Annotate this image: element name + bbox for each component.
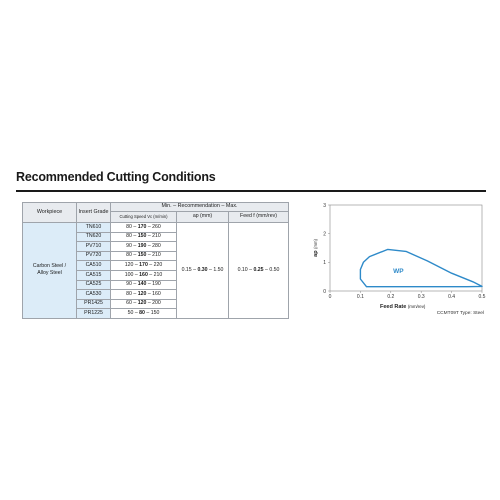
table-subheader-row: Cutting Speed Vc (m/min) ap (mm) Feed f … <box>23 211 289 223</box>
workpiece-line-1: Carbon Steel / <box>32 262 67 269</box>
table-row: CA510 120 – 170 – 220 <box>23 260 289 271</box>
table-row: PR1225 50 – 80 – 150 <box>23 308 289 319</box>
insert-grade-cell: PR1425 <box>76 298 111 310</box>
y-tick-label: 1 <box>323 260 326 266</box>
cutting-speed-cell: 90 – 190 – 280 <box>110 241 177 252</box>
ap-range-cell: 0.15 – 0.30 – 1.50 <box>176 222 229 319</box>
x-tick-label: 0.5 <box>479 294 486 300</box>
cutting-speed-cell: 90 – 140 – 190 <box>110 279 177 291</box>
insert-grade-cell: TN610 <box>76 222 111 233</box>
y-tick-label: 0 <box>323 289 326 295</box>
x-tick-label: 0.1 <box>357 294 364 300</box>
insert-grade-cell: TN620 <box>76 231 111 243</box>
header-insert-grade: Insert Grade <box>76 202 111 223</box>
insert-grade-cell: PV710 <box>76 241 111 252</box>
table-header-row: Workpiece Insert Grade Min. – Recommenda… <box>22 202 289 223</box>
chart-caption: CCMT09T Type: Steel <box>437 310 484 316</box>
wp-region-label: WP <box>393 268 404 275</box>
plot-frame <box>329 204 483 292</box>
workpiece-line-2: Alloy Steel <box>37 270 62 277</box>
insert-grade-cell: PV720 <box>76 250 111 262</box>
y-axis-label-main: ap <box>313 249 319 257</box>
cutting-conditions-table: Workpiece Insert Grade Min. – Recommenda… <box>22 202 289 319</box>
insert-grade-cell: CA525 <box>76 279 111 291</box>
cutting-speed-cell: 120 – 170 – 220 <box>110 260 177 271</box>
table-body: Carbon Steel / Alloy Steel TN610 80 – 170 –… <box>22 222 289 319</box>
cutting-speed-cell: 80 – 120 – 160 <box>110 289 177 300</box>
x-tick-label: 0.4 <box>448 294 455 300</box>
cutting-speed-cell: 80 – 150 – 210 <box>110 231 177 243</box>
x-tick-label: 0.3 <box>418 294 425 300</box>
feed-range-cell: 0.10 – 0.25 – 0.50 <box>228 222 289 319</box>
section-title: Recommended Cutting Conditions <box>16 170 216 184</box>
x-tick-label: 0.2 <box>387 294 394 300</box>
header-workpiece: Workpiece <box>22 202 77 223</box>
y-tick-label: 2 <box>323 231 326 237</box>
x-axis-label-unit: (mm/rev) <box>408 304 426 309</box>
workpiece-cell: Carbon Steel / Alloy Steel <box>22 222 77 319</box>
y-axis-label-unit: (mm) <box>313 239 318 249</box>
y-axis-label: ap (mm) <box>313 239 319 257</box>
title-rule <box>16 190 486 192</box>
header-feed: Feed f (mm/rev) <box>228 211 289 223</box>
cutting-speed-cell: 60 – 120 – 200 <box>110 298 177 310</box>
cutting-range-chart: 0 0.1 0.2 0.3 0.4 0.5 0 1 2 3 WP ap (mm) Feed Rate (… <box>313 203 486 316</box>
insert-grade-cell: CA530 <box>76 289 111 300</box>
x-tick-label: 0 <box>329 294 332 300</box>
x-axis-label-main: Feed Rate <box>380 304 408 310</box>
wp-region <box>359 248 483 288</box>
cutting-speed-cell: 50 – 80 – 150 <box>110 308 177 319</box>
insert-grade-cell: CA510 <box>76 260 111 271</box>
header-cutting-speed: Cutting Speed Vc (m/min) <box>110 211 177 223</box>
cutting-speed-cell: 80 – 150 – 210 <box>110 250 177 262</box>
insert-grade-cell: CA515 <box>76 269 111 281</box>
header-min-rec-max: Min. – Recommendation – Max. <box>110 202 289 212</box>
table-row: PV710 90 – 190 – 280 <box>23 241 289 252</box>
y-tick-label: 3 <box>323 203 326 209</box>
header-ap: ap (mm) <box>176 211 229 223</box>
cutting-speed-cell: 80 – 170 – 260 <box>110 222 177 233</box>
x-axis-label: Feed Rate (mm/rev) <box>380 304 426 310</box>
cutting-speed-cell: 100 – 160 – 210 <box>110 269 177 281</box>
table-row: Carbon Steel / Alloy Steel TN610 80 – 170 –… <box>22 222 289 319</box>
insert-grade-cell: PR1225 <box>76 308 111 319</box>
